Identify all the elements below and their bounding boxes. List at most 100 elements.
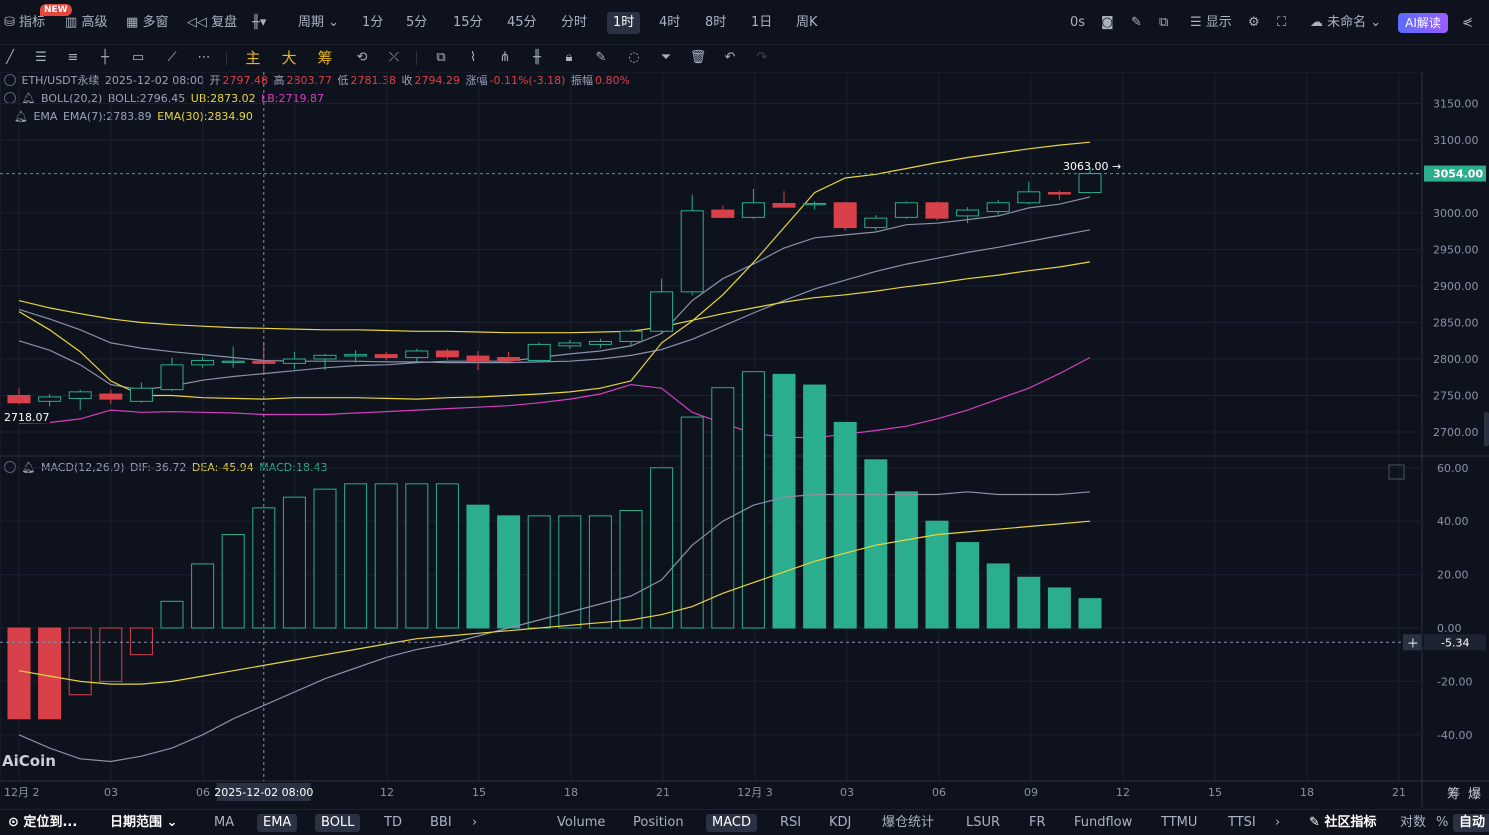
main-chart-toggle[interactable]: 主 (245, 49, 261, 67)
indicator-td[interactable]: TD (384, 815, 402, 830)
popout-icon[interactable]: ⧉ (1159, 15, 1169, 30)
horizontal-ray-icon[interactable]: ┼ (101, 50, 109, 65)
interval-week[interactable]: 周K (796, 15, 818, 30)
time-axis-label: 21 (656, 786, 670, 799)
candle-type-button[interactable]: ╫▾ (252, 14, 266, 32)
magnet-icon[interactable]: ⋔ (499, 50, 511, 65)
price-legend: ETH/USDT永续 2025-12-02 08:00 开 2797.48 高 28… (0, 73, 632, 89)
auto-scale-toggle[interactable]: 自动 (1453, 814, 1489, 832)
divider (416, 51, 417, 65)
candle-body (619, 330, 643, 342)
locate-icon: ⊙ (8, 815, 19, 830)
indicator-ttsi[interactable]: TTSI (1228, 815, 1256, 830)
more-tools-icon[interactable]: ⋯ (197, 50, 211, 65)
indicator-fr[interactable]: FR (1029, 815, 1046, 830)
macd-bar (741, 371, 765, 629)
camera-icon[interactable]: ◙ (1101, 15, 1114, 30)
macd-bar (68, 627, 92, 696)
multi-window-button[interactable]: ▦ 多窗 (126, 15, 169, 30)
display-button[interactable]: ☰ 显示 (1190, 15, 1232, 30)
date-range-dropdown[interactable]: 日期范围 ⌄ (110, 815, 178, 830)
indicator-liquidation[interactable]: 爆仓统计 (882, 815, 935, 830)
pencil-icon[interactable]: ✎ (1131, 15, 1142, 30)
ruler-icon[interactable]: ⌇ (469, 50, 477, 65)
log-scale-toggle[interactable]: 对数 (1400, 815, 1427, 830)
current-price-label-bg (1424, 165, 1486, 182)
time-axis-label: 12 (1116, 786, 1130, 799)
copy-icon[interactable]: ⧉ (436, 50, 446, 65)
bell-icon[interactable]: 🔔︎ (14, 110, 28, 123)
undo-icon[interactable]: ↶ (724, 50, 736, 65)
candle-body (1047, 192, 1071, 195)
high-price-marker: 3063.00 → (1063, 160, 1121, 173)
macd-bar (38, 627, 62, 720)
interval-4h[interactable]: 4时 (659, 15, 681, 30)
brush-icon[interactable]: ⟋ (167, 50, 177, 65)
percent-scale-toggle[interactable]: % (1436, 815, 1449, 830)
price-axis-label: 2750.00 (1433, 390, 1479, 403)
big-order-toggle[interactable]: 大 (281, 49, 297, 67)
collapse-icon[interactable] (4, 461, 16, 473)
indicator-ma[interactable]: MA (214, 815, 235, 830)
boll-lb-line (18, 356, 1091, 439)
interval-45m[interactable]: 45分 (507, 15, 537, 30)
indicator-position[interactable]: Position (633, 815, 684, 830)
interval-1m[interactable]: 1分 (362, 15, 384, 30)
macd-bar (466, 504, 490, 629)
indicator-rsi[interactable]: RSI (780, 815, 802, 830)
indicator-boll[interactable]: BOLL (315, 814, 361, 832)
horizontal-lines-icon[interactable]: ≡ (67, 50, 79, 65)
sync-icon[interactable]: ⟲ (356, 50, 368, 65)
hide-icon[interactable]: ◌ (628, 50, 640, 65)
candle-body (221, 360, 245, 363)
rectangle-icon[interactable]: ▭ (131, 50, 145, 65)
share-icon[interactable]: ⋞ (1462, 15, 1473, 30)
interval-5m[interactable]: 5分 (406, 15, 428, 30)
macd-bar (191, 563, 215, 629)
indicator-bbi[interactable]: BBI (430, 815, 452, 830)
interval-8h[interactable]: 8时 (705, 15, 727, 30)
indicator-lsur[interactable]: LSUR (966, 815, 1001, 830)
interval-timeshare[interactable]: 分时 (561, 15, 588, 30)
chevron-right-icon[interactable]: › (1275, 815, 1281, 830)
indicator-macd[interactable]: MACD (706, 814, 757, 832)
indicator-ttmu[interactable]: TTMU (1161, 815, 1198, 830)
edit-icon[interactable]: ✎ (595, 50, 607, 65)
indicator-kdj[interactable]: KDJ (829, 815, 852, 830)
advanced-button[interactable]: ▥ 高级 (65, 15, 108, 30)
interval-15m[interactable]: 15分 (453, 15, 483, 30)
fullscreen-icon[interactable]: ⛶ (1277, 15, 1287, 30)
settings-icon[interactable]: ⚙ (1248, 15, 1260, 30)
chevron-down-icon: ⌄ (166, 815, 178, 830)
candlestick-icon: ╫▾ (252, 15, 267, 30)
redo-icon[interactable]: ↷ (756, 50, 768, 65)
indicator-fundflow[interactable]: Fundflow (1074, 815, 1133, 830)
crosshair-time-bg (216, 783, 311, 801)
interval-1d[interactable]: 1日 (751, 15, 773, 30)
period-dropdown[interactable]: 周期 ⌄ (298, 15, 340, 30)
locate-button[interactable]: ⊙ 定位到... (8, 815, 78, 830)
lock-icon[interactable]: 🔒︎ (565, 50, 573, 65)
community-indicators-button[interactable]: ✎ 社区指标 (1309, 815, 1377, 830)
cross-line-icon[interactable]: ⤫ (388, 50, 400, 65)
filter-icon[interactable]: ⏷ (660, 50, 672, 65)
collapse-icon[interactable] (4, 74, 16, 86)
chips-toggle[interactable]: 筹 (317, 49, 333, 67)
line-tool-icon[interactable]: ╱ (6, 50, 14, 65)
candle-body (741, 202, 765, 218)
bell-icon[interactable]: 🔔︎ (21, 92, 36, 105)
candle-icon[interactable]: ╫ (533, 50, 541, 65)
replay-button[interactable]: ◁◁ 复盘 (187, 15, 238, 30)
indicator-lines (18, 141, 1091, 439)
layout-dropdown[interactable]: ☁ 未命名 ⌄ (1310, 15, 1382, 30)
interval-1h[interactable]: 1时 (607, 12, 641, 34)
low-price-marker: 2718.07 (4, 411, 50, 424)
indicator-ema[interactable]: EMA (257, 814, 298, 832)
indicator-volume[interactable]: Volume (557, 815, 606, 830)
chevron-right-icon[interactable]: › (472, 815, 478, 830)
ai-read-button[interactable]: AI解读 (1398, 13, 1448, 33)
trash-icon[interactable]: 🗑︎ (689, 50, 707, 65)
parallel-lines-icon[interactable]: ☰ (35, 50, 47, 65)
indicators-button[interactable]: ⛁ 指标 (4, 15, 46, 30)
